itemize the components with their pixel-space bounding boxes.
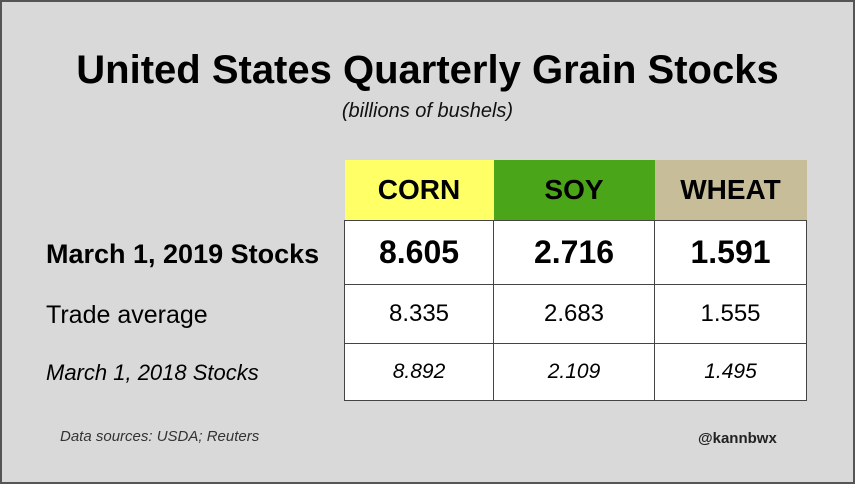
row-label-trade-average: Trade average — [46, 301, 208, 329]
cell-wheat-march-2018: 1.495 — [654, 343, 807, 401]
cell-corn-trade-average: 8.335 — [344, 284, 494, 344]
author-handle: @kannbwx — [698, 430, 777, 447]
table-row-march-2019: 8.605 2.716 1.591 — [344, 220, 807, 285]
stocks-table: CORN SOY WHEAT 8.605 2.716 1.591 8.335 2… — [344, 160, 807, 401]
row-label-march-2018: March 1, 2018 Stocks — [46, 360, 259, 385]
chart-title: United States Quarterly Grain Stocks — [76, 48, 779, 92]
table-row-march-2018: 8.892 2.109 1.495 — [344, 343, 807, 401]
table-row-trade-average: 8.335 2.683 1.555 — [344, 284, 807, 344]
cell-corn-march-2018: 8.892 — [344, 343, 494, 401]
cell-corn-march-2019: 8.605 — [344, 220, 494, 285]
header-wheat: WHEAT — [654, 160, 807, 221]
cell-soy-trade-average: 2.683 — [493, 284, 655, 344]
header-corn: CORN — [344, 160, 494, 221]
data-source-note: Data sources: USDA; Reuters — [60, 428, 260, 445]
cell-soy-march-2019: 2.716 — [493, 220, 655, 285]
header-soy: SOY — [493, 160, 655, 221]
cell-wheat-trade-average: 1.555 — [654, 284, 807, 344]
row-label-march-2019: March 1, 2019 Stocks — [46, 239, 320, 269]
table-header-row: CORN SOY WHEAT — [344, 160, 807, 221]
cell-soy-march-2018: 2.109 — [493, 343, 655, 401]
chart-subtitle: (billions of bushels) — [341, 100, 514, 122]
cell-wheat-march-2019: 1.591 — [654, 220, 807, 285]
